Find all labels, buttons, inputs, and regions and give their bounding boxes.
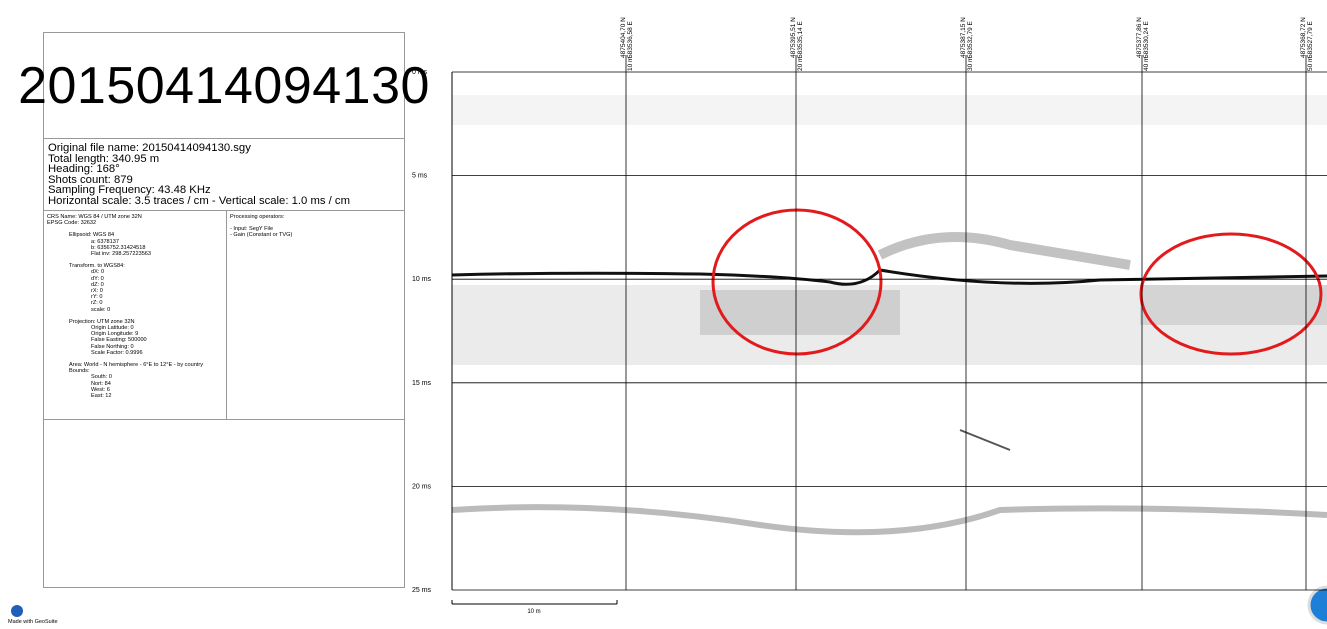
crs-item: dX: 0 — [91, 269, 105, 276]
crs-heading: Bounds: — [69, 368, 90, 375]
time-label: 15 ms — [412, 380, 432, 387]
crs-line: EPSG Code: 32632 — [47, 220, 97, 227]
info-line: Horizontal scale: 3.5 traces / cm - Vert… — [48, 194, 350, 207]
radargram — [452, 72, 1327, 590]
north-coordinate: 4875387,15 N — [960, 17, 967, 58]
processing-column: Processing operators: - Input: SegY File -… — [227, 211, 295, 419]
time-label: 0 ms — [412, 69, 428, 76]
highlight — [1139, 232, 1323, 356]
crs-item: False Northing: 0 — [91, 343, 134, 350]
east-coordinate: 583530,24 E — [1143, 20, 1150, 58]
info-line: Heading: 168° — [48, 163, 120, 176]
processing-item: - Gain (Constant or TVG) — [230, 232, 293, 239]
processing-heading: Processing operators: — [230, 214, 285, 220]
crs-item: dY: 0 — [91, 275, 104, 282]
info-line: Shots count: 879 — [48, 173, 133, 186]
crs-info: CRS Name: WGS 84 / UTM zone 32N EPSG Code… — [44, 211, 404, 420]
info-line: Sampling Frequency: 43.48 KHz — [48, 184, 211, 197]
file-info: Original file name: 20150414094130.sgy To… — [44, 139, 404, 211]
crs-item: Nort: 84 — [91, 380, 111, 387]
distance-label: 10 m — [627, 57, 634, 71]
file-title: 20150414094130 — [18, 33, 429, 139]
crs-item: a: 6378137 — [91, 238, 119, 245]
east-coordinate: 583535,14 E — [797, 20, 804, 58]
highlight — [711, 208, 883, 356]
info-panel: 20150414094130 Original file name: 20150… — [18, 32, 429, 588]
east-coordinate: 583532,79 E — [967, 20, 974, 58]
crs-column: CRS Name: WGS 84 / UTM zone 32N EPSG Code… — [44, 211, 227, 419]
crs-item: rY: 0 — [91, 294, 103, 301]
crs-item: Flat inv: 298.257223563 — [91, 251, 152, 258]
time-label: 5 ms — [412, 173, 428, 180]
crs-item: East: 12 — [91, 393, 112, 400]
crs-item: False Easting: 500000 — [91, 337, 147, 344]
north-coordinate: 4875395,51 N — [790, 17, 797, 58]
logo — [11, 605, 23, 617]
crs-item: South: 0 — [91, 374, 112, 381]
crs-heading: Transform. to WGS84: — [69, 263, 125, 270]
crs-item: Scale Factor: 0.9996 — [91, 349, 143, 356]
logo — [1307, 585, 1327, 625]
crs-item: Origin Latitude: 0 — [91, 325, 134, 332]
distance-label: 30 m — [967, 57, 974, 71]
crs-item: dZ: 0 — [91, 281, 104, 288]
crs-line: CRS Name: WGS 84 / UTM zone 32N — [47, 214, 142, 220]
crs-heading: Ellipsoid: WGS 84 — [69, 232, 115, 239]
info-line: Original file name: 20150414094130.sgy — [48, 142, 251, 154]
north-coordinate: 4875377,86 N — [1136, 17, 1143, 58]
crs-item: rZ: 0 — [91, 300, 103, 307]
crs-heading: Area: World - N hemisphere - 6°E to 12°E… — [69, 362, 204, 369]
scale-label: 10 m — [527, 609, 540, 615]
time-label: 20 ms — [412, 483, 432, 490]
distance-label: 50 m — [1307, 57, 1314, 71]
crs-item: rX: 0 — [91, 288, 103, 295]
processing-item: - Input: SegY File — [230, 226, 274, 233]
north-coordinate: 4875368,72 N — [1300, 17, 1307, 58]
north-coordinate: 4875404,70 N — [620, 17, 627, 58]
distance-label: 20 m — [797, 57, 804, 71]
crs-item: scale: 0 — [91, 306, 111, 313]
time-label: 10 ms — [412, 276, 432, 283]
crs-heading: Projection: UTM zone 32N — [69, 318, 135, 325]
footer: Made with GeoSuite — [8, 619, 58, 625]
crs-item: Origin Longitude: 9 — [91, 331, 139, 338]
distance-label: 40 m — [1143, 57, 1150, 71]
east-coordinate: 583536,58 E — [627, 20, 634, 58]
crs-item: b: 6356752.31424518 — [91, 244, 146, 251]
crs-item: West: 6 — [91, 386, 110, 393]
east-coordinate: 583527,79 E — [1307, 20, 1314, 58]
time-label: 25 ms — [412, 587, 432, 594]
info-line: Total length: 340.95 m — [48, 152, 160, 165]
